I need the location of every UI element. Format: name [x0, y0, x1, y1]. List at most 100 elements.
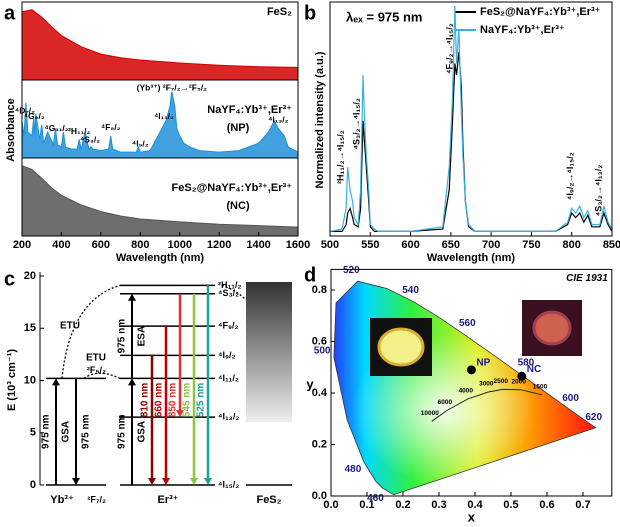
y-tick-label: 5: [30, 427, 36, 439]
arrow-label: 975 nm: [117, 319, 128, 354]
chromaticity-point: [466, 365, 476, 375]
x-tick-label: 750: [522, 239, 540, 251]
spectrum-area: [22, 91, 298, 158]
peak-label: ⁴I₁₁/₂: [154, 111, 174, 121]
chart-title: CIE 1931: [566, 273, 608, 284]
wavelength-label: 560: [459, 318, 476, 329]
legend-label: FeS₂@NaYF₄:Yb³⁺,Er³⁺: [480, 6, 601, 18]
y-axis-label: y: [306, 376, 314, 391]
y-tick-label: 15: [24, 322, 36, 334]
panel-label: a: [4, 2, 16, 24]
etu-label: ETU: [60, 321, 80, 332]
subtitle: λₑₓ = 975 nm: [346, 9, 423, 24]
x-tick-label: 600: [401, 239, 419, 251]
x-tick-label: 600: [92, 239, 110, 251]
x-tick-label: 700: [482, 239, 500, 251]
arrow-label: ESA: [137, 326, 148, 347]
arrow-label: GSA: [61, 421, 72, 443]
transition-label: ⁴I₉/₂→⁴I₁₅/₂: [565, 152, 575, 200]
peak-label: ⁴I₉/₂: [132, 138, 149, 148]
etu-path: [83, 372, 121, 379]
yb-level-label: ²F₇/₂: [87, 494, 106, 504]
series-line: [329, 5, 613, 232]
planckian-locus: [431, 388, 543, 422]
ion-name: Yb³⁺: [50, 494, 74, 506]
yb-arrow-head: [52, 378, 60, 386]
arrow-label: 975 nm: [41, 414, 52, 449]
y-tick-label: 0.2: [312, 438, 327, 450]
emission-arrow-head: [190, 478, 198, 485]
x-tick-label: 0.5: [503, 499, 518, 511]
emission-arrow-head: [204, 478, 212, 485]
wavelength-label: 500: [314, 346, 331, 357]
emission-arrow-head: [148, 478, 156, 485]
x-axis-label: Wavelength (nm): [116, 252, 205, 264]
wavelength-label: 520: [343, 265, 360, 276]
x-tick-label: 500: [321, 239, 339, 251]
wavelength-label: 480: [345, 464, 362, 475]
point-label: NP: [476, 357, 490, 368]
x-tick-label: 0.1: [359, 499, 374, 511]
x-axis-label: Wavelength (nm): [427, 252, 516, 264]
yb-arrow-head: [72, 478, 80, 485]
x-tick-label: 650: [442, 239, 460, 251]
peak-label: ⁴F₉/₂: [101, 122, 121, 132]
spectrum-line: [21, 165, 299, 228]
series-name: FeS₂: [267, 6, 292, 18]
x-tick-label: 0.0: [323, 499, 338, 511]
emission-label: 850 nm: [168, 383, 179, 418]
transition-label: ²H₁₁/₂→⁴I₁₅/₂: [336, 130, 346, 184]
cct-label: 4000: [459, 388, 474, 395]
peak-label: ⁴S₃/₂: [80, 134, 100, 144]
x-tick-label: 0.4: [467, 499, 483, 511]
peak-label: ⁴I₁₃/₂: [268, 115, 288, 125]
series-tag: (NC): [226, 200, 250, 212]
y-tick-label: 0.8: [312, 284, 327, 296]
emission-arrow-head: [162, 478, 170, 485]
er-pump-arrow-head: [128, 293, 136, 301]
emission-label: 810 nm: [140, 383, 151, 418]
x-tick-label: 0.3: [431, 499, 446, 511]
legend-label: NaYF₄:Yb³⁺,Er³⁺: [480, 24, 565, 36]
series-name: FeS₂@NaYF₄:Yb³⁺,Er³⁺: [172, 182, 293, 194]
panel-label: c: [4, 268, 15, 290]
y-axis-label: Absorbance: [5, 98, 17, 162]
er-level-label: ⁴I₁₃/₂: [218, 411, 239, 421]
peak-label: ⁴D₇/₂: [15, 105, 35, 115]
point-label: NC: [527, 364, 541, 375]
arrow-label: 975 nm: [117, 414, 128, 449]
ion-name: Er³⁺: [157, 494, 178, 506]
x-tick-label: 0.7: [575, 499, 590, 511]
wavelength-label: 600: [562, 393, 579, 404]
er-level-label: ²H₁₁/₂: [218, 280, 241, 290]
er-level-label: ⁴S₃/₂: [218, 288, 239, 298]
chromaticity-point: [517, 371, 527, 381]
cct-label: 3000: [479, 381, 494, 388]
transition-label: ⁴F₉/₂→⁴I₁₅/₂: [444, 23, 454, 74]
cct-label: 2000: [511, 378, 526, 385]
emission-label: 660 nm: [154, 383, 165, 418]
spectrum-line: [21, 9, 299, 68]
x-tick-label: 0.6: [539, 499, 554, 511]
y-tick-label: 20: [24, 270, 36, 282]
spectrum-area: [22, 165, 298, 236]
emission-label: 525 nm: [196, 383, 207, 418]
er-level-label: ⁴I₉/₂: [218, 350, 236, 360]
emission-arrow-head: [176, 410, 184, 418]
plot-frame: [330, 268, 613, 497]
x-tick-label: 1000: [167, 239, 191, 251]
series-line: [330, 51, 613, 232]
y-axis-label: Normalized intensity (a.u.): [314, 51, 326, 188]
spectrum-line: [21, 91, 299, 153]
wavelength-label: 540: [402, 285, 419, 296]
etu-label: ETU: [86, 353, 106, 364]
er-level-label: ⁴I₁₁/₂: [218, 373, 239, 383]
plot-frame: [329, 1, 613, 237]
emission-label: 545 nm: [182, 383, 193, 418]
cct-label: 10000: [421, 410, 439, 417]
panel-label: b: [304, 2, 316, 24]
transition-label: ⁴S₃/₂→⁴I₁₃/₂: [593, 165, 603, 216]
yb-level-label: ²F₅/₂: [87, 365, 106, 375]
peak-label: (Yb³⁺) ²F₇/₂→²F₅/₂: [137, 82, 208, 92]
transition-label: ⁴S₃/₂→⁴I₁₅/₂: [352, 98, 362, 149]
